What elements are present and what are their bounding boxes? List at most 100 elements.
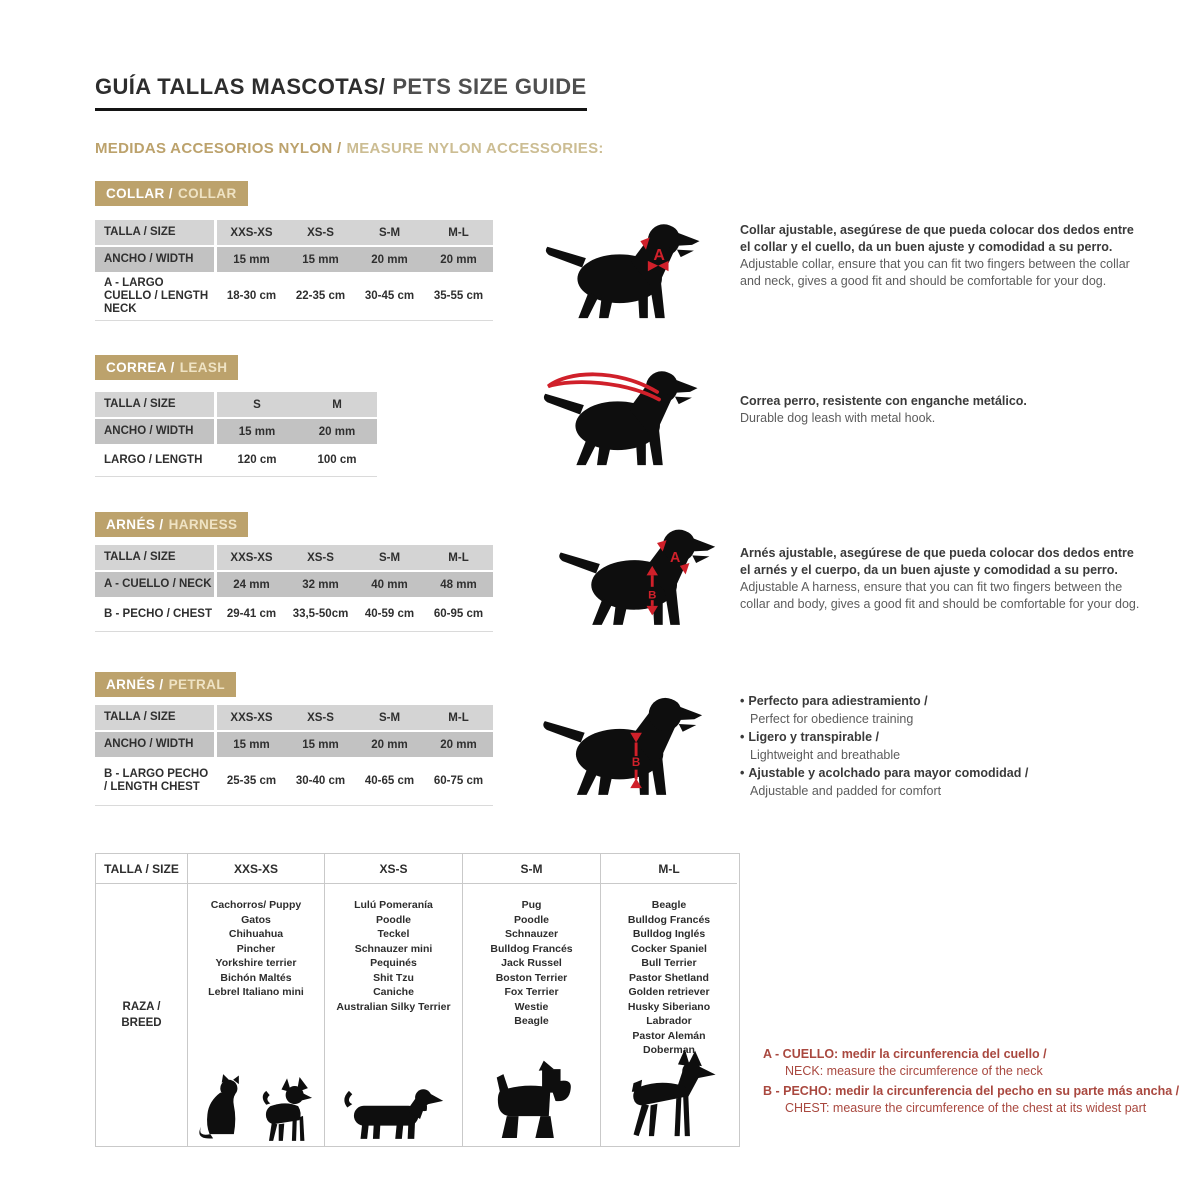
petral-width-value: 20 mm <box>424 732 493 759</box>
breed-name: Bichón Maltés <box>220 971 292 984</box>
breed-name: Cocker Spaniel <box>631 942 707 955</box>
breed-name: Australian Silky Terrier <box>336 1000 451 1013</box>
petral-bullet-es-text: Perfecto para adiestramiento / <box>748 694 928 708</box>
petral-bullet-en: Adjustable and padded for comfort <box>750 784 942 798</box>
page-subtitle: MEDIDAS ACCESORIOS NYLON / MEASURE NYLON … <box>95 140 604 157</box>
petral-bullet-es-text: Ajustable y acolchado para mayor comodid… <box>748 766 1029 780</box>
harness-size-col: M-L <box>424 545 493 572</box>
collar-width-value: 20 mm <box>424 247 493 274</box>
page-title-en: PETS SIZE GUIDE <box>392 74 587 99</box>
harness-desc-en: Adjustable A harness, ensure that you ca… <box>740 580 1140 611</box>
harness-chest-value: 33,5-50cm <box>286 599 355 631</box>
harness-measure-dog-icon: A B <box>556 518 718 628</box>
breed-list-s-m: Pug Poodle Schnauzer Bulldog Francés Jack Ru… <box>463 898 600 1029</box>
note-b-es: B - PECHO: medir la circunferencia del p… <box>763 1084 1180 1098</box>
breed-cell-xs-s: Lulú Pomeranía Poodle Teckel Schnauzer mini… <box>325 884 463 1146</box>
petral-bullet-en: Lightweight and breathable <box>750 748 901 762</box>
petral-width-value: 15 mm <box>286 732 355 759</box>
collar-neck-value: 18-30 cm <box>217 274 286 320</box>
leash-section-badge: CORREA / LEASH <box>95 355 239 380</box>
breed-name: Fox Terrier <box>504 986 559 998</box>
chihuahua-icon <box>256 1077 316 1143</box>
harness-letter-a: A <box>670 550 680 566</box>
collar-neck-value: 35-55 cm <box>424 274 493 320</box>
collar-section-badge: COLLAR / COLLAR <box>95 181 248 206</box>
leash-size-col: M <box>297 392 377 419</box>
breed-name: Pastor Alemán <box>632 1029 706 1042</box>
collar-size-col: M-L <box>424 220 493 247</box>
collar-neck-label: A - LARGO CUELLO / LENGTH NECK <box>95 274 217 320</box>
petral-chest-value: 25-35 cm <box>217 759 286 805</box>
harness-neck-value: 48 mm <box>424 572 493 599</box>
breed-name: Schnauzer <box>504 928 559 940</box>
leash-dog-icon <box>538 360 703 468</box>
breed-row-label: RAZA / BREED <box>96 884 188 1146</box>
leash-desc-en: Durable dog leash with metal hook. <box>740 411 936 425</box>
breed-list-m-l: Beagle Bulldog Francés Bulldog Inglés Cocke… <box>601 898 737 1058</box>
breed-name: Jack Russel <box>501 957 562 969</box>
harness-chest-value: 60-95 cm <box>424 599 493 631</box>
petral-size-col: XXS-XS <box>217 705 286 732</box>
petral-bullet-es: • Perfecto para adiestramiento / <box>740 692 1120 710</box>
breed-list-xxs-xs: Cachorros/ Puppy Gatos Chihuahua Pincher Yor… <box>188 898 324 1000</box>
breed-name: Poodle <box>375 913 411 926</box>
petral-size-table: TALLA / SIZE XXS-XS XS-S S-M M-L ANCHO /… <box>95 705 493 806</box>
breed-name: Lulú Pomeranía <box>354 899 433 911</box>
petral-section-badge: ARNÉS / PETRAL <box>95 672 236 697</box>
leash-size-table: TALLA / SIZE S M ANCHO / WIDTH 15 mm 20 … <box>95 392 377 477</box>
note-a-en: NECK: measure the circumference of the n… <box>785 1064 1043 1078</box>
petral-bullet-es: • Ajustable y acolchado para mayor comodi… <box>740 764 1120 782</box>
collar-measure-dog-icon: A <box>540 213 705 321</box>
page-title-es: GUÍA TALLAS MASCOTAS/ <box>95 74 386 99</box>
breed-table-header-label: TALLA / SIZE <box>96 854 188 884</box>
animal-row-s-m <box>463 1059 600 1143</box>
breed-list-xs-s: Lulú Pomeranía Poodle Teckel Schnauzer mini… <box>325 898 462 1014</box>
leash-badge-en: LEASH <box>179 360 228 375</box>
breed-size-col: XXS-XS <box>188 854 325 884</box>
petral-size-col: M-L <box>424 705 493 732</box>
breed-name: Gatos <box>241 913 271 926</box>
petral-size-col: XS-S <box>286 705 355 732</box>
harness-size-table: TALLA / SIZE XXS-XS XS-S S-M M-L A - CUE… <box>95 545 493 632</box>
breed-name: Pequinés <box>370 957 417 969</box>
petral-width-value: 15 mm <box>217 732 286 759</box>
breed-name: Yorkshire terrier <box>215 957 297 969</box>
breed-name: Schnauzer mini <box>354 942 433 955</box>
leash-badge-es: CORREA / <box>106 360 175 375</box>
leash-length-value: 100 cm <box>297 446 377 476</box>
animal-row-xs-s <box>325 1081 462 1143</box>
breed-name: Teckel <box>377 928 410 940</box>
harness-section-badge: ARNÉS / HARNESS <box>95 512 249 537</box>
collar-neck-value: 22-35 cm <box>286 274 355 320</box>
petral-feature-list: • Perfecto para adiestramiento / Perfect … <box>740 692 1120 800</box>
page-subtitle-es: MEDIDAS ACCESORIOS NYLON / <box>95 140 342 157</box>
breed-cell-m-l: Beagle Bulldog Francés Bulldog Inglés Cocke… <box>601 884 737 1146</box>
collar-width-value: 15 mm <box>217 247 286 274</box>
harness-neck-label: A - CUELLO / NECK <box>95 572 217 599</box>
leash-desc-es: Correa perro, resistente con enganche me… <box>740 394 1027 408</box>
leash-width-value: 20 mm <box>297 419 377 446</box>
petral-chest-value: 30-40 cm <box>286 759 355 805</box>
breed-size-col: XS-S <box>325 854 463 884</box>
breed-name: Lebrel Italiano mini <box>208 986 304 998</box>
harness-size-col: XXS-XS <box>217 545 286 572</box>
harness-table-header-label: TALLA / SIZE <box>95 545 217 572</box>
collar-badge-en: COLLAR <box>177 186 237 201</box>
harness-desc-es: Arnés ajustable, asegúrese de que pueda … <box>740 546 1134 577</box>
breed-name: Caniche <box>373 986 414 998</box>
breed-size-col: M-L <box>601 854 737 884</box>
petral-chest-value: 60-75 cm <box>424 759 493 805</box>
breed-name: Golden retriever <box>628 986 710 998</box>
page-subtitle-en: MEASURE NYLON ACCESSORIES: <box>346 140 604 157</box>
collar-width-label: ANCHO / WIDTH <box>95 247 217 274</box>
doberman-icon <box>619 1049 719 1143</box>
leash-length-value: 120 cm <box>217 446 297 476</box>
schnauzer-icon <box>489 1059 575 1143</box>
collar-size-col: XS-S <box>286 220 355 247</box>
breed-name: Doberman <box>643 1044 695 1056</box>
petral-bullet-es: • Ligero y transpirable / <box>740 728 1120 746</box>
breed-name: Bulldog Francés <box>627 913 711 926</box>
petral-chest-value: 40-65 cm <box>355 759 424 805</box>
petral-bullet-es-text: Ligero y transpirable / <box>748 730 879 744</box>
